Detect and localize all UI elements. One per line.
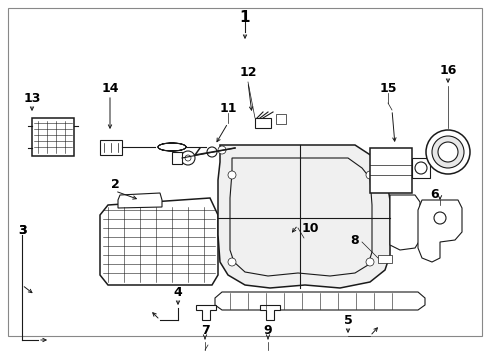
Text: 12: 12 <box>239 66 257 78</box>
Circle shape <box>434 212 446 224</box>
Text: 3: 3 <box>18 224 26 237</box>
Circle shape <box>228 171 236 179</box>
Circle shape <box>366 171 374 179</box>
Text: 7: 7 <box>200 324 209 337</box>
Bar <box>378 255 392 263</box>
Text: 11: 11 <box>219 102 237 114</box>
Text: 5: 5 <box>343 314 352 327</box>
Polygon shape <box>218 145 390 288</box>
Bar <box>276 114 286 124</box>
Circle shape <box>415 162 427 174</box>
Text: 2: 2 <box>111 179 120 192</box>
Text: 13: 13 <box>24 91 41 104</box>
Circle shape <box>181 151 195 165</box>
Polygon shape <box>100 198 218 285</box>
Text: 9: 9 <box>264 324 272 337</box>
Polygon shape <box>260 305 280 320</box>
Text: 14: 14 <box>101 81 119 94</box>
Bar <box>172 152 182 164</box>
Text: 1: 1 <box>240 10 250 26</box>
Polygon shape <box>215 292 425 310</box>
Text: 16: 16 <box>440 63 457 77</box>
Bar <box>100 140 122 155</box>
Circle shape <box>228 258 236 266</box>
Text: 3: 3 <box>18 224 26 237</box>
Circle shape <box>366 258 374 266</box>
Text: 15: 15 <box>379 81 397 94</box>
Circle shape <box>207 147 217 157</box>
Polygon shape <box>118 193 162 208</box>
Circle shape <box>438 142 458 162</box>
Circle shape <box>432 136 464 168</box>
Text: 4: 4 <box>173 285 182 298</box>
Circle shape <box>185 155 191 161</box>
Bar <box>255 118 271 128</box>
Circle shape <box>426 130 470 174</box>
Bar <box>412 158 430 178</box>
Bar <box>370 148 412 193</box>
Circle shape <box>218 146 226 154</box>
Text: 8: 8 <box>351 234 359 247</box>
Bar <box>32 118 74 156</box>
Polygon shape <box>196 305 216 320</box>
Polygon shape <box>390 195 420 250</box>
Text: 6: 6 <box>431 189 440 202</box>
Text: 10: 10 <box>301 221 319 234</box>
Polygon shape <box>418 200 462 262</box>
